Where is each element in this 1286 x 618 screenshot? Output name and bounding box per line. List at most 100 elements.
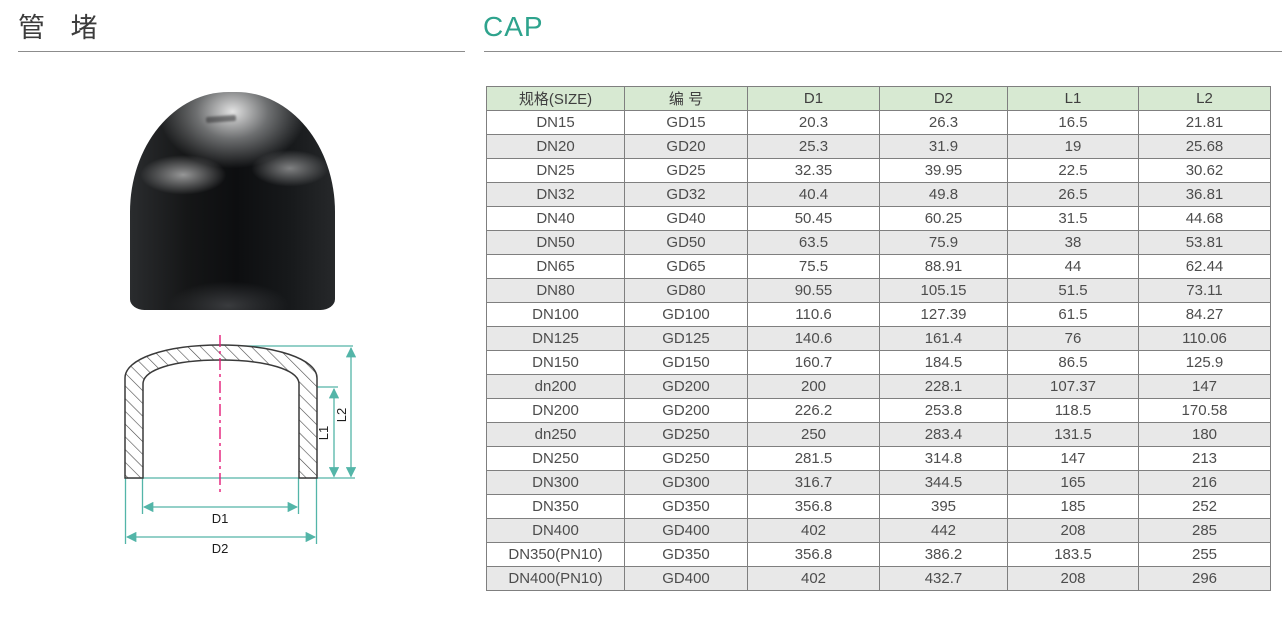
table-cell: dn200 — [486, 374, 625, 399]
label-d1: D1 — [212, 511, 229, 526]
title-rule-left — [18, 51, 465, 52]
table-cell: 170.58 — [1138, 398, 1271, 423]
cap-cross-section — [124, 344, 318, 479]
table-cell: DN250 — [486, 446, 625, 471]
header-l2: L2 — [1138, 86, 1271, 111]
table-row: DN150 GD150 160.7 184.5 86.5 125.9 — [486, 350, 1271, 375]
table-cell: DN100 — [486, 302, 625, 327]
table-cell: 125.9 — [1138, 350, 1271, 375]
table-cell: 62.44 — [1138, 254, 1271, 279]
table-cell: GD250 — [624, 422, 748, 447]
table-cell: 44.68 — [1138, 206, 1271, 231]
table-cell: 213 — [1138, 446, 1271, 471]
table-cell: GD80 — [624, 278, 748, 303]
table-cell: 344.5 — [879, 470, 1008, 495]
table-row: DN80 GD80 90.55 105.15 51.5 73.11 — [486, 278, 1271, 303]
table-cell: DN200 — [486, 398, 625, 423]
table-cell: DN400 — [486, 518, 625, 543]
table-cell: 253.8 — [879, 398, 1008, 423]
table-cell: 402 — [747, 566, 880, 591]
table-cell: DN40 — [486, 206, 625, 231]
header-l1: L1 — [1007, 86, 1139, 111]
table-cell: 147 — [1138, 374, 1271, 399]
table-cell: 131.5 — [1007, 422, 1139, 447]
table-cell: GD125 — [624, 326, 748, 351]
table-row: DN20 GD20 25.3 31.9 19 25.68 — [486, 134, 1271, 159]
table-row: DN350(PN10) GD350 356.8 386.2 183.5 255 — [486, 542, 1271, 567]
table-row: DN400(PN10) GD400 402 432.7 208 296 — [486, 566, 1271, 591]
dimension-lines — [125, 346, 357, 543]
table-cell: GD32 — [624, 182, 748, 207]
table-cell: 75.5 — [747, 254, 880, 279]
table-cell: 161.4 — [879, 326, 1008, 351]
table-cell: 51.5 — [1007, 278, 1139, 303]
table-cell: 53.81 — [1138, 230, 1271, 255]
table-cell: GD400 — [624, 518, 748, 543]
table-cell: 356.8 — [747, 494, 880, 519]
table-row: DN350 GD350 356.8 395 185 252 — [486, 494, 1271, 519]
extension-lines — [124, 345, 355, 544]
table-cell: 30.62 — [1138, 158, 1271, 183]
table-cell: DN350 — [486, 494, 625, 519]
spec-table-body: DN15 GD15 20.3 26.3 16.5 21.81 DN20 GD20 25.3 31.… — [486, 110, 1271, 591]
table-cell: 250 — [747, 422, 880, 447]
table-cell: 432.7 — [879, 566, 1008, 591]
table-cell: GD350 — [624, 542, 748, 567]
table-cell: GD20 — [624, 134, 748, 159]
table-cell: DN25 — [486, 158, 625, 183]
table-cell: 16.5 — [1007, 110, 1139, 135]
table-row: DN50 GD50 63.5 75.9 38 53.81 — [486, 230, 1271, 255]
table-cell: 147 — [1007, 446, 1139, 471]
header-code: 编 号 — [624, 86, 748, 111]
table-cell: 25.68 — [1138, 134, 1271, 159]
dimension-diagram: L1 L2 D1 D2 — [124, 335, 357, 556]
table-row: DN40 GD40 50.45 60.25 31.5 44.68 — [486, 206, 1271, 231]
table-cell: 19 — [1007, 134, 1139, 159]
table-cell: 228.1 — [879, 374, 1008, 399]
table-cell: 26.5 — [1007, 182, 1139, 207]
table-cell: dn250 — [486, 422, 625, 447]
table-cell: 40.4 — [747, 182, 880, 207]
table-cell: DN80 — [486, 278, 625, 303]
table-cell: 216 — [1138, 470, 1271, 495]
table-cell: 184.5 — [879, 350, 1008, 375]
label-l1: L1 — [316, 426, 331, 440]
table-cell: 165 — [1007, 470, 1139, 495]
table-cell: GD200 — [624, 374, 748, 399]
table-row: dn250 GD250 250 283.4 131.5 180 — [486, 422, 1271, 447]
table-cell: 76 — [1007, 326, 1139, 351]
table-cell: 180 — [1138, 422, 1271, 447]
table-cell: 21.81 — [1138, 110, 1271, 135]
table-cell: GD400 — [624, 566, 748, 591]
table-cell: 442 — [879, 518, 1008, 543]
spec-table: 规格(SIZE) 编 号 D1 D2 L1 L2 DN15 GD15 20.3 26.… — [486, 86, 1271, 591]
table-row: DN32 GD32 40.4 49.8 26.5 36.81 — [486, 182, 1271, 207]
table-cell: GD40 — [624, 206, 748, 231]
table-cell: 31.9 — [879, 134, 1008, 159]
table-cell: 32.35 — [747, 158, 880, 183]
table-cell: GD25 — [624, 158, 748, 183]
table-cell: 38 — [1007, 230, 1139, 255]
title-rule-right — [484, 51, 1282, 52]
table-cell: GD250 — [624, 446, 748, 471]
table-cell: GD350 — [624, 494, 748, 519]
table-row: DN125 GD125 140.6 161.4 76 110.06 — [486, 326, 1271, 351]
table-cell: 110.06 — [1138, 326, 1271, 351]
table-cell: DN15 — [486, 110, 625, 135]
table-cell: GD65 — [624, 254, 748, 279]
table-cell: 208 — [1007, 566, 1139, 591]
table-cell: 395 — [879, 494, 1008, 519]
table-cell: 118.5 — [1007, 398, 1139, 423]
table-cell: 127.39 — [879, 302, 1008, 327]
table-row: DN300 GD300 316.7 344.5 165 216 — [486, 470, 1271, 495]
table-cell: 105.15 — [879, 278, 1008, 303]
table-cell: DN20 — [486, 134, 625, 159]
table-cell: 314.8 — [879, 446, 1008, 471]
table-cell: 26.3 — [879, 110, 1008, 135]
header-d2: D2 — [879, 86, 1008, 111]
table-cell: 90.55 — [747, 278, 880, 303]
table-cell: 61.5 — [1007, 302, 1139, 327]
table-cell: DN350(PN10) — [486, 542, 625, 567]
label-l2: L2 — [334, 408, 349, 422]
table-cell: 86.5 — [1007, 350, 1139, 375]
